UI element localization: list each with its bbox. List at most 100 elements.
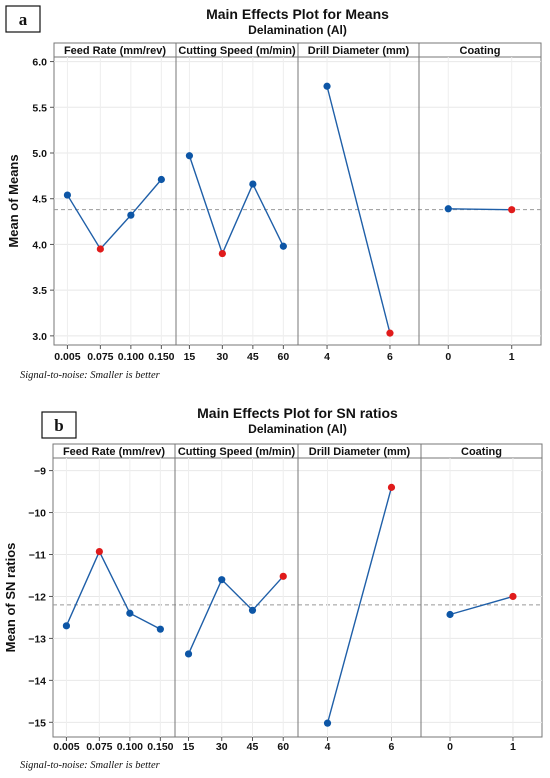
- y-tick-label: 3.0: [32, 331, 47, 343]
- factor-panel: Feed Rate (mm/rev) 0.005 0.075 0.100 0.150: [53, 446, 173, 753]
- x-tick-label: 4: [324, 351, 330, 363]
- x-tick-label: 0.100: [118, 351, 144, 363]
- x-tick-label: 60: [277, 741, 289, 753]
- series-line: [65, 549, 161, 630]
- data-point: [446, 610, 454, 619]
- y-tick-label: 3.5: [32, 285, 47, 297]
- optimal-level-point: [509, 592, 517, 601]
- series-line: [187, 575, 284, 655]
- x-tick-label: 0.075: [87, 351, 113, 363]
- factor-panel: Coating 0 1: [420, 444, 517, 753]
- optimal-level-point: [386, 329, 394, 337]
- data-point: [249, 180, 257, 188]
- y-axis-label: Mean of Means: [6, 154, 21, 247]
- x-tick-label: 4: [325, 741, 331, 753]
- factor-label: Coating: [461, 446, 502, 458]
- x-tick-label: 0.005: [53, 741, 79, 753]
- x-tick-label: 15: [183, 741, 195, 753]
- data-point: [156, 625, 164, 633]
- data-point: [185, 152, 194, 160]
- data-point: [323, 719, 332, 727]
- x-tick-label: 0.100: [117, 741, 143, 753]
- x-tick-label: 6: [389, 741, 395, 753]
- data-point: [127, 211, 135, 219]
- data-point: [157, 175, 165, 184]
- y-tick-label: −14: [28, 675, 46, 687]
- factor-label: Feed Rate (mm/rev): [64, 45, 166, 57]
- y-tick-label: 5.5: [32, 102, 47, 114]
- y-tick-label: 4.0: [32, 239, 47, 251]
- signal-to-noise-note: Signal-to-noise: Smaller is better: [20, 370, 161, 381]
- factor-label: Cutting Speed (m/min): [178, 45, 296, 57]
- factor-panel: Drill Diameter (mm) 4 6: [297, 43, 410, 363]
- y-tick-label: −15: [28, 717, 46, 729]
- signal-to-noise-note: Signal-to-noise: Smaller is better: [20, 760, 161, 771]
- x-tick-label: 6: [387, 351, 393, 363]
- data-point: [218, 576, 226, 584]
- optimal-level-point: [95, 547, 103, 556]
- panel-badge: b: [54, 416, 63, 435]
- panel-badge-box: [5, 5, 41, 33]
- y-tick-label: −11: [29, 549, 46, 561]
- series-line: [66, 179, 162, 251]
- factor-panel: Feed Rate (mm/rev) 0.005 0.075 0.100 0.150: [54, 45, 174, 363]
- x-tick-label: 0: [445, 351, 451, 363]
- series-line: [188, 155, 284, 256]
- factor-panel: Drill Diameter (mm) 4 6: [297, 444, 411, 753]
- x-tick-label: 30: [217, 351, 229, 363]
- series-line: [326, 487, 393, 724]
- data-point: [62, 622, 71, 630]
- factor-panel: Coating 0 1: [418, 43, 516, 363]
- x-tick-label: 0.075: [86, 741, 112, 753]
- x-tick-label: 0.150: [147, 741, 173, 753]
- data-point: [279, 242, 287, 250]
- chart-subtitle: Delamination (Al): [248, 23, 347, 37]
- y-tick-label: −10: [28, 508, 46, 520]
- factor-label: Drill Diameter (mm): [309, 446, 411, 458]
- series-line: [449, 595, 514, 616]
- chart-title: Main Effects Plot for Means: [206, 6, 389, 22]
- chart-subtitle: Delamination (Al): [248, 422, 347, 436]
- optimal-level-point: [218, 249, 226, 258]
- x-tick-label: 0.005: [54, 351, 80, 363]
- y-tick-label: −12: [28, 591, 46, 603]
- x-tick-label: 60: [278, 351, 290, 363]
- y-tick-label: 4.5: [32, 194, 47, 206]
- data-point: [184, 650, 193, 658]
- x-tick-label: 45: [247, 741, 259, 753]
- series-line: [326, 86, 391, 334]
- factor-panel: Cutting Speed (m/min) 15 30 45 60: [175, 43, 296, 363]
- factor-panel: Cutting Speed (m/min) 15 30 45 60: [174, 444, 296, 753]
- factor-label: Drill Diameter (mm): [308, 45, 410, 57]
- x-tick-label: 1: [509, 351, 515, 363]
- chart-title: Main Effects Plot for SN ratios: [197, 405, 398, 421]
- optimal-level-point: [387, 483, 396, 491]
- chart-a: a Main Effects Plot for MeansDelamination…: [5, 5, 542, 381]
- x-tick-label: 15: [184, 351, 196, 363]
- optimal-level-point: [508, 206, 516, 214]
- y-tick-label: 6.0: [32, 57, 47, 69]
- optimal-level-point: [279, 572, 287, 580]
- x-tick-label: 30: [216, 741, 228, 753]
- panel-badge: a: [19, 10, 28, 29]
- data-point: [323, 82, 331, 90]
- y-axis-label: Mean of SN ratios: [3, 543, 18, 653]
- data-point: [126, 609, 134, 617]
- x-tick-label: 45: [247, 351, 259, 363]
- panel-badge-box: [41, 411, 77, 439]
- y-tick-label: −13: [28, 633, 46, 645]
- x-tick-label: 1: [510, 741, 516, 753]
- series-line: [448, 208, 512, 211]
- chart-b: b Main Effects Plot for SN ratiosDelamina…: [3, 405, 543, 771]
- factor-label: Coating: [460, 45, 501, 57]
- data-point: [63, 191, 72, 199]
- x-tick-label: 0: [447, 741, 453, 753]
- data-point: [444, 205, 452, 213]
- factor-label: Cutting Speed (m/min): [178, 446, 296, 458]
- optimal-level-point: [96, 245, 104, 253]
- data-point: [248, 606, 257, 614]
- factor-label: Feed Rate (mm/rev): [63, 446, 165, 458]
- y-tick-label: −9: [34, 466, 46, 478]
- x-tick-label: 0.150: [148, 351, 174, 363]
